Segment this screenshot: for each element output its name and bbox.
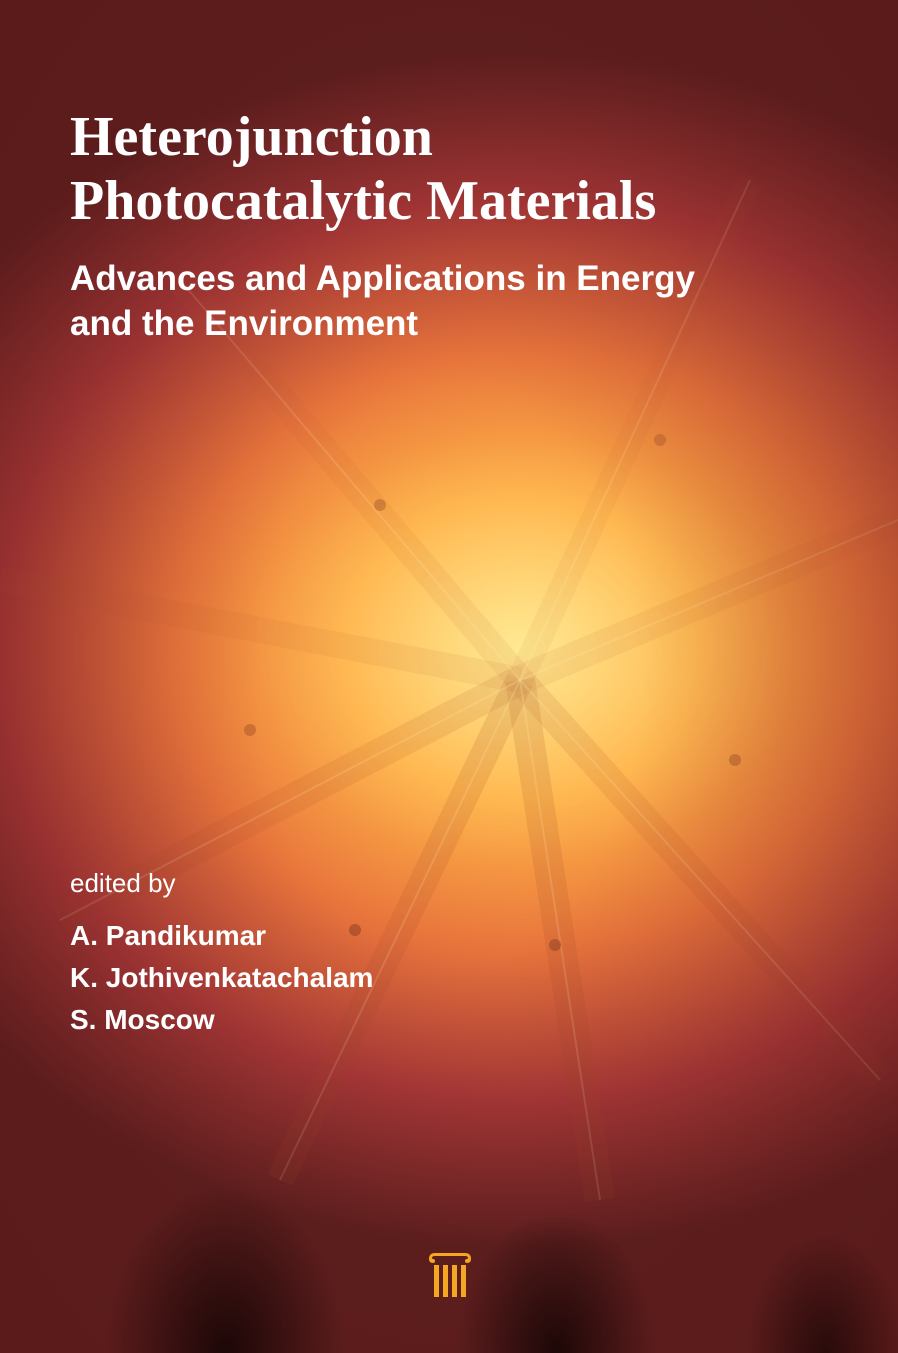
book-subtitle: Advances and Applications in Energy and … bbox=[70, 256, 828, 347]
subtitle-line-2: and the Environment bbox=[70, 304, 418, 343]
editors-section: edited by A. Pandikumar K. Jothivenkatac… bbox=[70, 868, 373, 1041]
book-title: Heterojunction Photocatalytic Materials bbox=[70, 105, 828, 234]
edited-by-label: edited by bbox=[70, 868, 373, 899]
title-line-1: Heterojunction bbox=[70, 106, 433, 168]
publisher-logo-icon bbox=[421, 1247, 477, 1303]
editor-3: S. Moscow bbox=[70, 999, 373, 1041]
editor-2: K. Jothivenkatachalam bbox=[70, 957, 373, 999]
title-line-2: Photocatalytic Materials bbox=[70, 170, 656, 232]
editor-1: A. Pandikumar bbox=[70, 915, 373, 957]
book-cover: Heterojunction Photocatalytic Materials … bbox=[0, 0, 898, 1353]
subtitle-line-1: Advances and Applications in Energy bbox=[70, 259, 695, 298]
text-layer: Heterojunction Photocatalytic Materials … bbox=[0, 0, 898, 1353]
